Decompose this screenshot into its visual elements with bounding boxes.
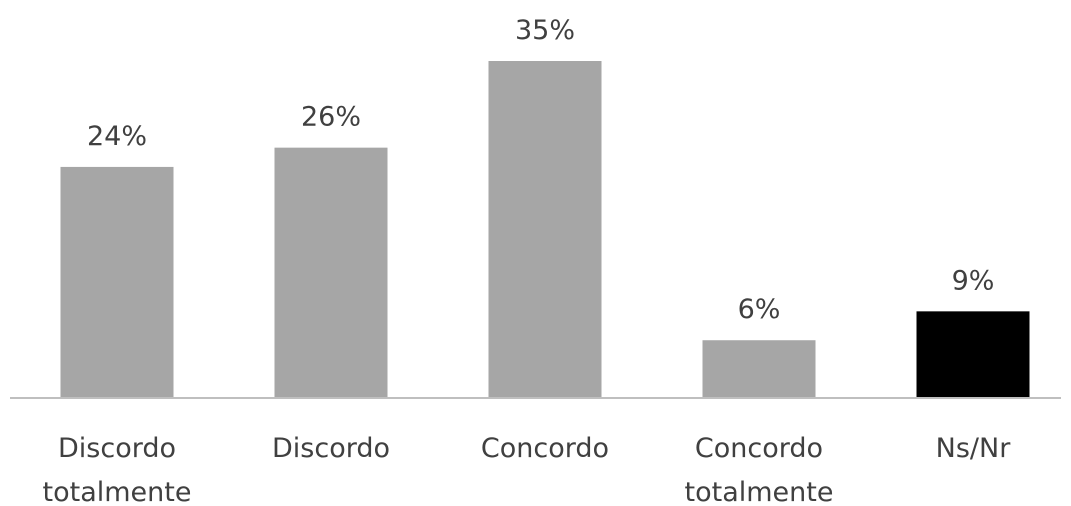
bar-0	[60, 166, 174, 398]
category-labels-group: Discordo totalmente Discordo Concordo Concor…	[43, 433, 1012, 506]
category-label-0-line-1: totalmente	[43, 477, 192, 506]
bar-4	[916, 311, 1030, 398]
value-label-4: 9%	[952, 265, 995, 296]
bars-group	[60, 61, 1030, 398]
value-label-2: 35%	[515, 15, 575, 46]
category-label-0-line-0: Discordo	[58, 433, 176, 464]
value-label-0: 24%	[87, 121, 147, 152]
category-label-2-line-0: Concordo	[481, 433, 609, 464]
value-labels-group: 24% 26% 35% 6% 9%	[87, 15, 994, 325]
bar-3	[702, 340, 816, 398]
category-label-4-line-0: Ns/Nr	[936, 433, 1012, 464]
bar-1	[274, 147, 388, 398]
category-label-3-line-0: Concordo	[695, 433, 823, 464]
category-label-1-line-0: Discordo	[272, 433, 390, 464]
category-label-3-line-1: totalmente	[685, 477, 834, 506]
value-label-3: 6%	[738, 294, 781, 325]
bar-2	[488, 61, 602, 398]
value-label-1: 26%	[301, 102, 361, 133]
